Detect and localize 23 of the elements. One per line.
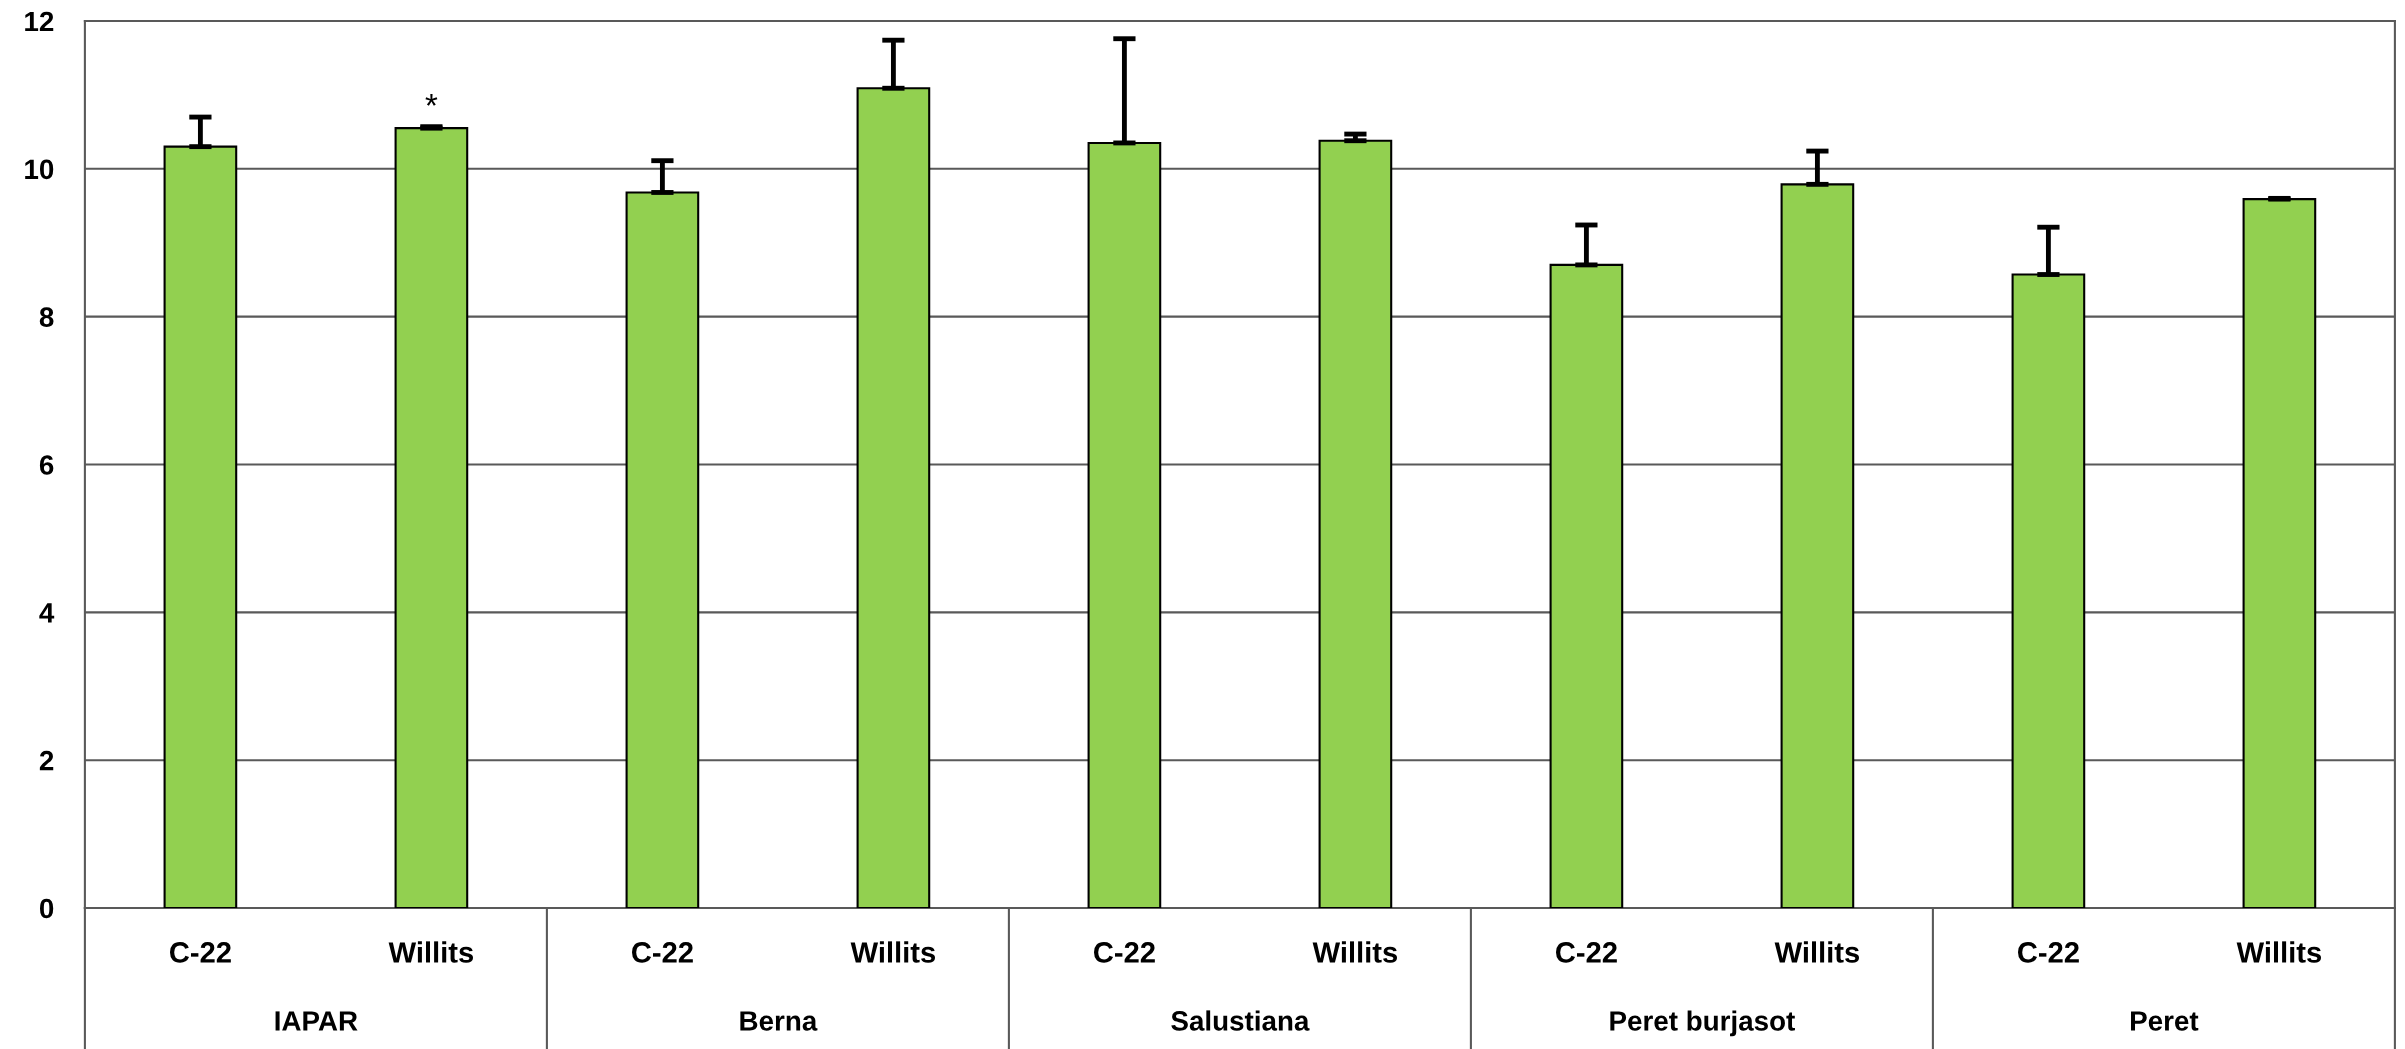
y-tick-label: 10 (25, 159, 54, 180)
x-tick-label: Willits (850, 941, 936, 963)
x-tick-label: C-22 (2017, 942, 2079, 963)
text: IAPAR (275, 1011, 358, 1031)
text: Peret burjasot (1610, 1010, 1795, 1037)
y-tick-label: 2 (39, 750, 54, 771)
text: Salustiana (1171, 1010, 1310, 1031)
x-tick-label: Willits (388, 941, 474, 963)
data-label: * (425, 94, 438, 106)
x-tick-label: C-22 (1555, 942, 1617, 963)
x-tick-label: C-22 (631, 942, 693, 963)
y-tick-label: 0 (39, 898, 54, 919)
y-tick-label: 6 (39, 455, 54, 475)
x-tick-label: C-22 (1093, 942, 1155, 963)
y-tick-label: 12 (25, 11, 54, 32)
x-tick-label: Willits (2236, 941, 2322, 963)
text: Berna (740, 1011, 818, 1031)
text: Peret (2131, 1011, 2199, 1031)
x-tick-label: Willits (1774, 941, 1860, 963)
y-tick-label: 4 (39, 603, 55, 623)
x-tick-label: Willits (1312, 941, 1398, 963)
y-tick-label: 8 (39, 307, 54, 327)
x-tick-label: C-22 (169, 942, 231, 963)
